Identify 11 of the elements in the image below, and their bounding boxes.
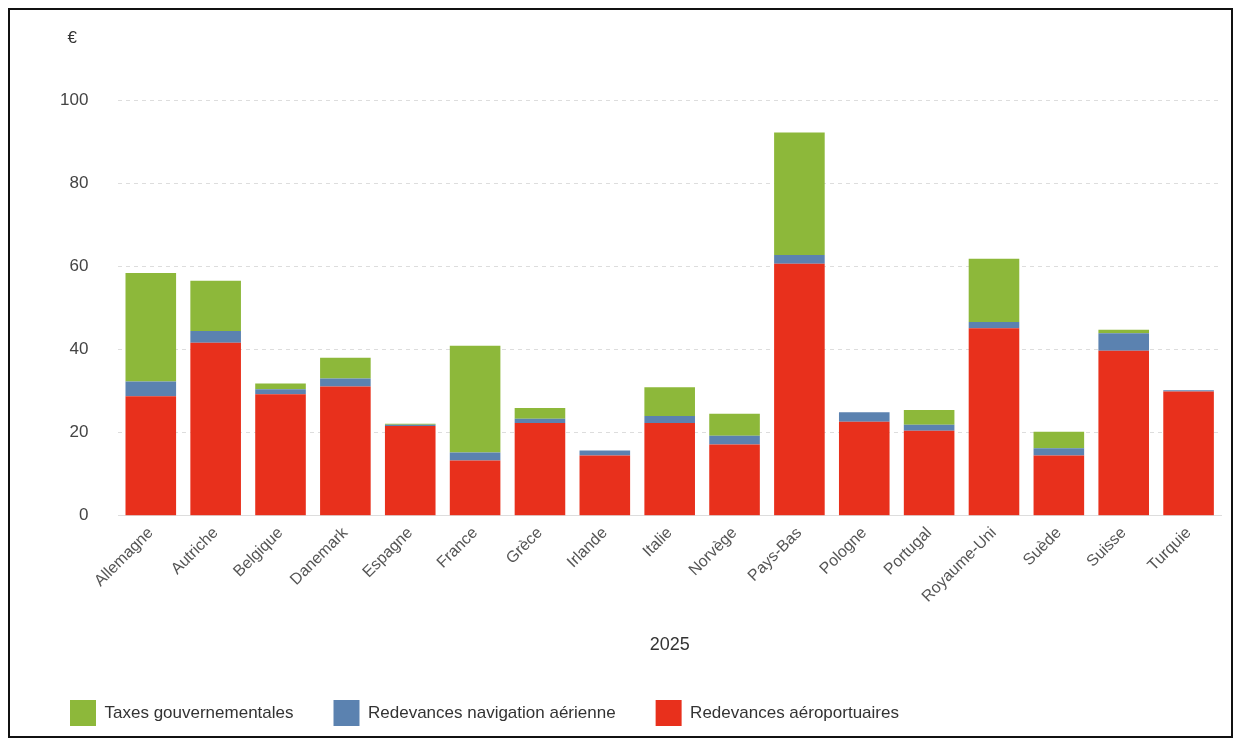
legend-label: Redevances navigation aérienne xyxy=(368,702,616,722)
y-tick-label: 40 xyxy=(69,339,89,359)
y-tick-label: 60 xyxy=(69,255,89,275)
y-tick-label: 100 xyxy=(59,89,89,109)
y-tick-label: 0 xyxy=(78,505,89,525)
y-tick-label: 20 xyxy=(69,422,89,442)
y-tick-label: 80 xyxy=(69,172,89,192)
x-axis-title: 2025 xyxy=(649,634,690,655)
legend-label: Taxes gouvernementales xyxy=(104,702,294,722)
legend-label: Redevances aéroportuaires xyxy=(690,702,899,722)
y-axis-title: € xyxy=(67,27,78,47)
